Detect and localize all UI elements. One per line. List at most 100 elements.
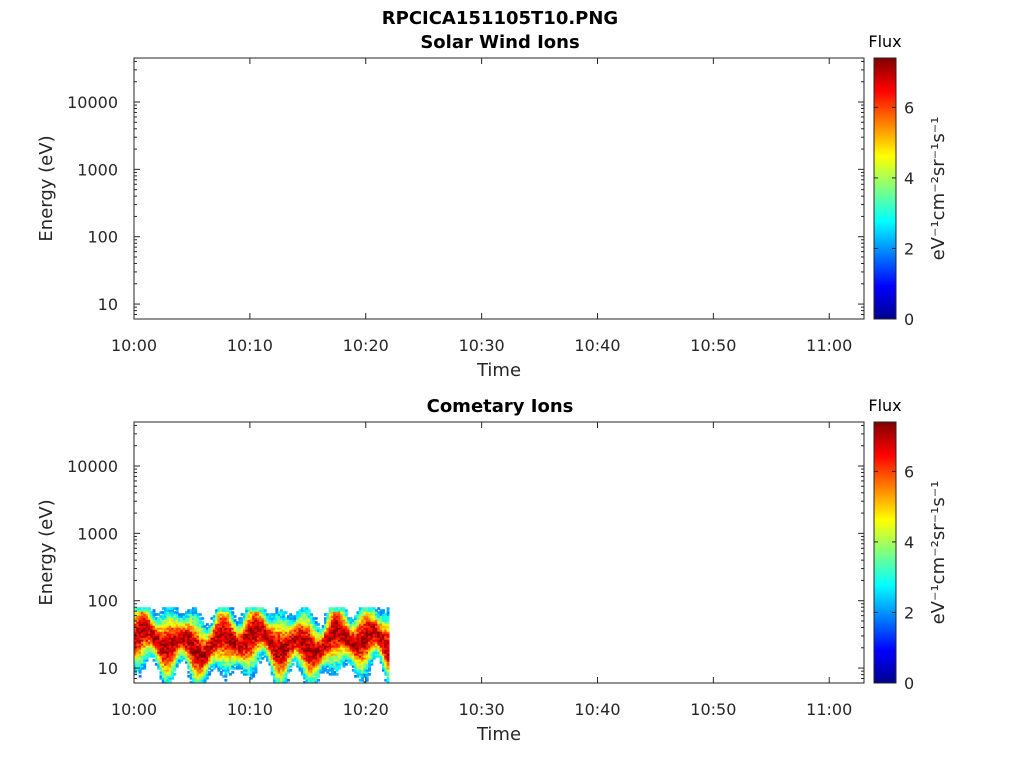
heatmap-cell (224, 661, 228, 664)
heatmap-cell (361, 645, 365, 648)
heatmap-cell (171, 663, 174, 666)
heatmap-cell (286, 665, 290, 668)
heatmap-cell (370, 631, 374, 634)
heatmap-cell (152, 617, 156, 620)
heatmap-cell (282, 647, 286, 650)
heatmap-cell (219, 653, 223, 656)
heatmap-cell (180, 635, 184, 638)
heatmap-cell (335, 609, 339, 612)
heatmap-cell (282, 653, 286, 656)
heatmap-cell (194, 649, 198, 652)
heatmap-cell (208, 659, 212, 662)
heatmap-cell (381, 647, 385, 650)
heatmap-cell (356, 667, 360, 670)
heatmap-cell (245, 621, 249, 624)
heatmap-cell (270, 627, 274, 630)
heatmap-cell (147, 639, 151, 642)
heatmap-cell (280, 621, 283, 624)
heatmap-cell (263, 625, 267, 628)
heatmap-cell (201, 657, 205, 660)
heatmap-cell (194, 617, 198, 620)
heatmap-cell (381, 661, 385, 664)
heatmap-cell (233, 661, 237, 664)
heatmap-cell (280, 681, 283, 684)
heatmap-cell (298, 643, 302, 646)
heatmap-cell (215, 621, 219, 624)
y-tick-label: 100 (87, 592, 118, 611)
heatmap-cell (152, 635, 156, 638)
heatmap-cell (305, 613, 309, 616)
heatmap-cell (263, 615, 267, 618)
figure-title: RPCICA151105T10.PNG (382, 8, 618, 29)
heatmap-cell (233, 621, 237, 624)
heatmap-cell (310, 643, 314, 646)
heatmap-cell (191, 651, 195, 654)
heatmap-cell (314, 681, 318, 684)
heatmap-cell (263, 627, 267, 630)
heatmap-cell (270, 669, 274, 672)
heatmap-cell (203, 625, 207, 628)
heatmap-cell (175, 649, 179, 652)
heatmap-cell (263, 639, 267, 642)
heatmap-cell (307, 615, 311, 618)
heatmap-cell (354, 651, 358, 654)
heatmap-cell (370, 635, 374, 638)
heatmap-cell (187, 675, 191, 678)
heatmap-cell (154, 617, 158, 620)
heatmap-cell (326, 623, 330, 626)
heatmap-cell (368, 633, 371, 636)
heatmap-cell (370, 647, 374, 650)
x-tick-label: 10:40 (574, 700, 620, 719)
heatmap-cell (347, 623, 351, 626)
heatmap-cell (138, 675, 142, 678)
heatmap-cell (171, 677, 174, 680)
heatmap-cell (368, 619, 371, 622)
heatmap-cell (247, 671, 251, 674)
heatmap-cell (210, 629, 214, 632)
heatmap-cell (275, 661, 279, 664)
heatmap-cell (280, 651, 283, 654)
heatmap-cell (317, 679, 320, 682)
heatmap-cell (324, 625, 327, 628)
heatmap-cell (256, 641, 260, 644)
heatmap-cell (175, 633, 179, 636)
heatmap-cell (368, 625, 371, 628)
heatmap-cell (180, 659, 184, 662)
heatmap-cell (252, 671, 256, 674)
heatmap-cell (159, 625, 163, 628)
heatmap-cell (324, 617, 327, 620)
heatmap-cell (333, 625, 337, 628)
heatmap-cell (198, 637, 202, 640)
heatmap-cell (270, 663, 274, 666)
heatmap-cell (337, 613, 341, 616)
heatmap-cell (335, 615, 339, 618)
heatmap-cell (194, 627, 198, 630)
heatmap-cell (212, 659, 216, 662)
heatmap-cell (191, 621, 195, 624)
heatmap-cell (147, 609, 151, 612)
heatmap-cell (168, 619, 172, 622)
heatmap-cell (289, 617, 293, 620)
heatmap-cell (219, 617, 223, 620)
heatmap-cell (337, 661, 341, 664)
heatmap-cell (247, 607, 251, 610)
heatmap-cell (312, 665, 316, 668)
heatmap-cell (173, 651, 177, 654)
heatmap-cell (337, 641, 341, 644)
heatmap-cell (303, 633, 307, 636)
heatmap-cell (363, 649, 367, 652)
heatmap-cell (270, 643, 274, 646)
heatmap-cell (252, 633, 256, 636)
heatmap-cell (171, 607, 174, 610)
heatmap-cell (335, 631, 339, 634)
heatmap-cell (337, 625, 341, 628)
heatmap-cell (159, 657, 163, 660)
heatmap-cell (340, 627, 344, 630)
heatmap-cell (224, 675, 228, 678)
heatmap-cell (203, 637, 207, 640)
heatmap-cell (166, 667, 170, 670)
heatmap-cell (291, 619, 295, 622)
heatmap-cell (328, 615, 332, 618)
heatmap-cell (178, 617, 181, 620)
heatmap-cell (351, 629, 355, 632)
